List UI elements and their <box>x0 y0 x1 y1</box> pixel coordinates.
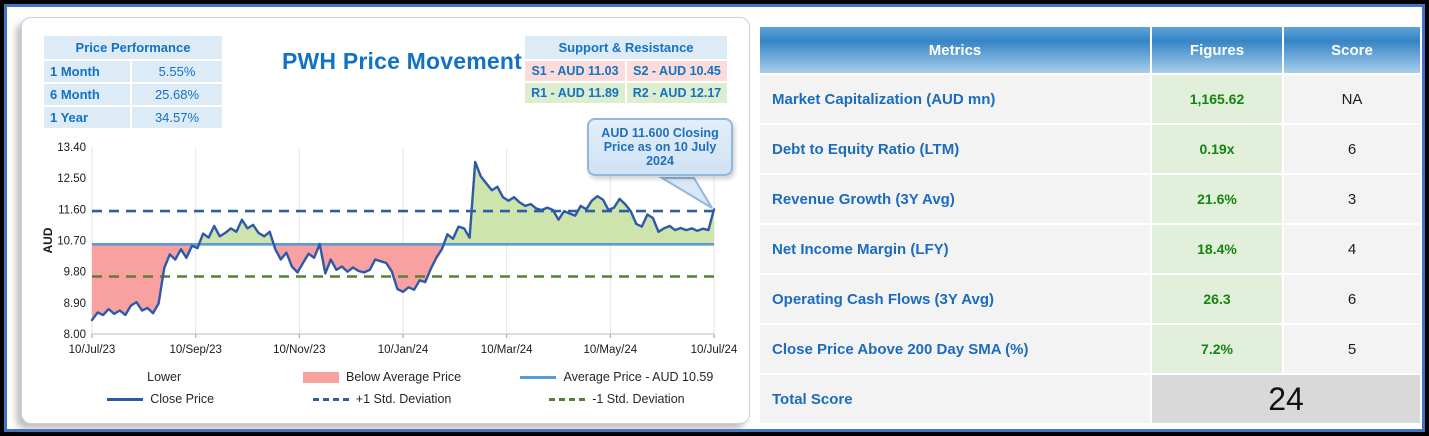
legend-item-close-price: Close Price <box>60 392 261 406</box>
legend-label: Below Average Price <box>346 370 462 384</box>
figure-market-cap: 1,165.62 <box>1152 75 1282 123</box>
metric-debt-equity: Debt to Equity Ratio (LTM) <box>760 125 1150 173</box>
header-figures: Figures <box>1152 27 1282 73</box>
metric-market-cap: Market Capitalization (AUD mn) <box>760 75 1150 123</box>
metric-close-above-sma: Close Price Above 200 Day SMA (%) <box>760 325 1150 373</box>
legend-item-below-average: Below Average Price <box>261 370 503 384</box>
sr-s2-cell: S2 - AUD 10.45 <box>627 61 727 81</box>
legend-item-lower: Lower <box>60 370 261 384</box>
score-revenue-growth: 3 <box>1284 175 1420 223</box>
sr-r1-cell: R1 - AUD 11.89 <box>525 83 625 103</box>
chart-title: PWH Price Movement <box>281 48 523 74</box>
minus-std-dash-icon <box>549 397 586 401</box>
legend-item-plus-std: +1 Std. Deviation <box>261 392 503 406</box>
svg-text:10.70: 10.70 <box>57 236 86 248</box>
pp-1year-value: 34.57% <box>132 107 222 128</box>
header-score: Score <box>1284 27 1420 73</box>
support-resistance-title: Support & Resistance <box>525 36 727 59</box>
plus-std-dash-icon <box>312 397 349 401</box>
svg-text:10/Mar/24: 10/Mar/24 <box>481 344 533 356</box>
svg-text:10/Jan/24: 10/Jan/24 <box>378 344 429 356</box>
metric-revenue-growth: Revenue Growth (3Y Avg) <box>760 175 1150 223</box>
closing-price-callout: AUD 11.600 Closing Price as on 10 July 2… <box>587 118 733 176</box>
support-resistance-table: Support & Resistance S1 - AUD 11.03 S2 -… <box>525 36 727 103</box>
pp-6month-label: 6 Month <box>44 84 130 105</box>
score-operating-cash-flows: 6 <box>1284 275 1420 323</box>
figure-debt-equity: 0.19x <box>1152 125 1282 173</box>
legend-label: -1 Std. Deviation <box>592 392 685 406</box>
average-price-line-icon <box>520 375 557 379</box>
price-performance-title: Price Performance <box>44 36 222 59</box>
svg-text:12.50: 12.50 <box>57 173 86 185</box>
svg-text:8.90: 8.90 <box>64 298 86 310</box>
dashboard-frame: Price Performance 1 Month 5.55% 6 Month … <box>4 4 1425 432</box>
legend-label: Close Price <box>150 392 215 406</box>
svg-text:11.60: 11.60 <box>58 204 86 216</box>
svg-text:13.40: 13.40 <box>57 142 86 154</box>
legend-label: Lower <box>147 370 182 384</box>
below-average-swatch-icon <box>303 371 339 383</box>
figure-close-above-sma: 7.2% <box>1152 325 1282 373</box>
svg-text:10/Sep/23: 10/Sep/23 <box>169 344 221 356</box>
price-chart-svg: 10/Jul/23 10/Sep/23 10/Nov/23 10/Jan/24 10/M… <box>41 142 738 356</box>
figure-net-income-margin: 18.4% <box>1152 225 1282 273</box>
sr-s1-cell: S1 - AUD 11.03 <box>525 61 625 81</box>
legend-item-minus-std: -1 Std. Deviation <box>503 392 731 406</box>
legend-item-average-price: Average Price - AUD 10.59 <box>503 370 731 384</box>
svg-text:AUD: AUD <box>41 227 55 253</box>
legend-label: +1 Std. Deviation <box>355 392 452 406</box>
svg-text:10/Jul/24: 10/Jul/24 <box>691 344 738 356</box>
svg-text:10/Nov/23: 10/Nov/23 <box>273 344 325 356</box>
sr-r2-cell: R2 - AUD 12.17 <box>627 83 727 103</box>
score-net-income-margin: 4 <box>1284 225 1420 273</box>
metric-operating-cash-flows: Operating Cash Flows (3Y Avg) <box>760 275 1150 323</box>
svg-text:10/Jul/23: 10/Jul/23 <box>69 344 116 356</box>
pp-1month-value: 5.55% <box>132 61 222 82</box>
header-metrics: Metrics <box>760 27 1150 73</box>
svg-text:8.00: 8.00 <box>64 329 86 341</box>
total-score-value: 24 <box>1152 375 1420 423</box>
price-performance-table: Price Performance 1 Month 5.55% 6 Month … <box>44 36 222 128</box>
pp-1year-label: 1 Year <box>44 107 130 128</box>
figure-operating-cash-flows: 26.3 <box>1152 275 1282 323</box>
pp-1month-label: 1 Month <box>44 61 130 82</box>
figure-revenue-growth: 21.6% <box>1152 175 1282 223</box>
price-movement-panel: Price Performance 1 Month 5.55% 6 Month … <box>21 17 750 424</box>
metrics-score-table: Metrics Figures Score Market Capitalizat… <box>760 27 1422 423</box>
svg-text:9.80: 9.80 <box>64 267 86 279</box>
svg-text:10/May/24: 10/May/24 <box>583 344 637 356</box>
metric-net-income-margin: Net Income Margin (LFY) <box>760 225 1150 273</box>
score-market-cap: NA <box>1284 75 1420 123</box>
legend-label: Average Price - AUD 10.59 <box>563 370 714 384</box>
total-score-label: Total Score <box>760 375 1150 423</box>
pp-6month-value: 25.68% <box>132 84 222 105</box>
close-price-line-icon <box>107 397 144 401</box>
score-close-above-sma: 5 <box>1284 325 1420 373</box>
score-debt-equity: 6 <box>1284 125 1420 173</box>
chart-legend: Lower Below Average Price Average Price … <box>60 370 731 406</box>
